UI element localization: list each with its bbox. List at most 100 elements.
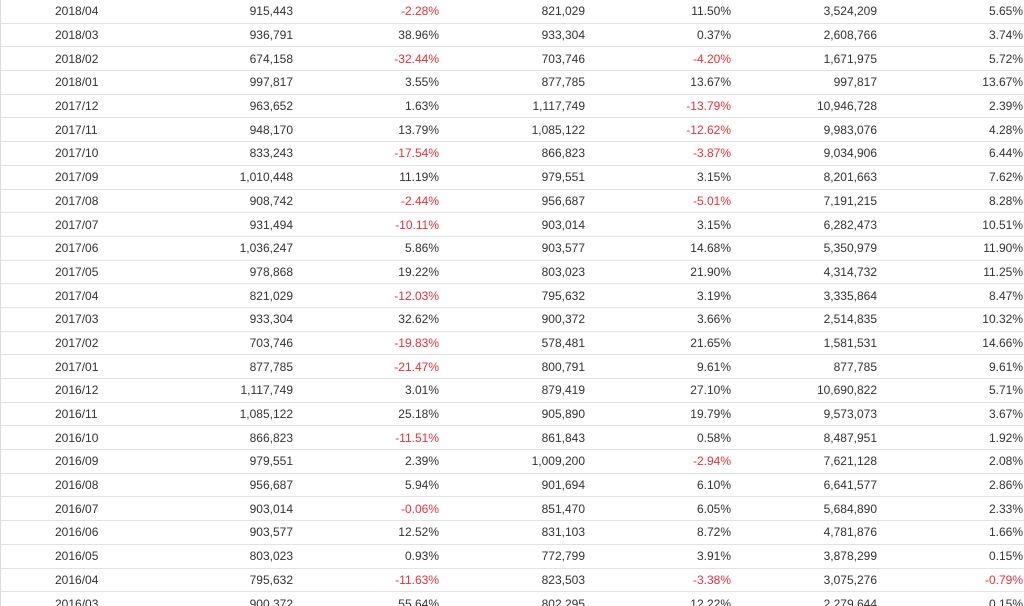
value-a-cell: 821,029 [147,283,293,308]
value-b-cell: 861,843 [439,425,585,451]
change-a-cell: -17.54% [293,141,439,166]
value-c-cell: 2,514,835 [731,307,877,332]
change-c-cell: 5.72% [877,46,1024,72]
change-c-cell: 10.51% [877,212,1024,237]
change-c-cell: 2.08% [877,449,1024,474]
month-cell: 2016/10 [1,425,147,451]
month-cell: 2017/03 [1,307,147,332]
change-c-cell: 10.32% [877,307,1024,332]
change-c-cell: 11.25% [877,260,1024,285]
change-b-cell: -2.94% [585,449,731,474]
change-c-cell: 8.28% [877,189,1024,214]
value-b-cell: 1,009,200 [439,449,585,474]
value-a-cell: 997,817 [147,70,293,95]
change-a-cell: 1.63% [293,94,439,119]
change-c-cell: 6.44% [877,141,1024,166]
change-a-cell: -2.44% [293,189,439,214]
change-a-cell: 3.01% [293,378,439,403]
value-c-cell: 5,684,890 [731,496,877,522]
value-c-cell: 6,641,577 [731,473,877,498]
change-a-cell: -10.11% [293,212,439,237]
value-a-cell: 948,170 [147,117,293,143]
table-row: 2016/03 900,372 55.64% 802,295 12.22% 2,279,6… [1,591,1024,606]
value-c-cell: 3,075,276 [731,568,877,593]
value-b-cell: 979,551 [439,165,585,190]
value-b-cell: 772,799 [439,544,585,569]
value-c-cell: 1,671,975 [731,46,877,72]
change-b-cell: 12.22% [585,591,731,606]
value-a-cell: 915,443 [147,0,293,24]
change-a-cell: -11.51% [293,425,439,451]
table-row: 2016/07 903,014 -0.06% 851,470 6.05% 5,684,89… [1,496,1024,522]
value-a-cell: 1,036,247 [147,236,293,261]
value-c-cell: 2,279,644 [731,591,877,606]
change-b-cell: 21.90% [585,260,731,285]
change-b-cell: 0.58% [585,425,731,451]
change-c-cell: 2.86% [877,473,1024,498]
table-row: 2016/11 1,085,122 25.18% 905,890 19.79% 9,573… [1,402,1024,427]
change-a-cell: -19.83% [293,331,439,356]
change-b-cell: 21.65% [585,331,731,356]
change-c-cell: 13.67% [877,70,1024,95]
value-c-cell: 10,690,822 [731,378,877,403]
change-b-cell: 3.19% [585,283,731,308]
table-row: 2018/01 997,817 3.55% 877,785 13.67% 997,817 1… [1,70,1024,95]
table-row: 2017/07 931,494 -10.11% 903,014 3.15% 6,282,4… [1,212,1024,237]
value-b-cell: 933,304 [439,23,585,48]
table-row: 2017/11 948,170 13.79% 1,085,122 -12.62% 9,98… [1,117,1024,143]
value-a-cell: 795,632 [147,568,293,593]
table-row: 2017/09 1,010,448 11.19% 979,551 3.15% 8,201,… [1,165,1024,190]
change-c-cell: 14.66% [877,331,1024,356]
table-row: 2016/06 903,577 12.52% 831,103 8.72% 4,781,87… [1,520,1024,545]
change-a-cell: 5.94% [293,473,439,498]
value-c-cell: 3,524,209 [731,0,877,24]
change-b-cell: 27.10% [585,378,731,403]
value-b-cell: 802,295 [439,591,585,606]
change-a-cell: 3.55% [293,70,439,95]
value-a-cell: 833,243 [147,141,293,166]
table-row: 2016/08 956,687 5.94% 901,694 6.10% 6,641,577… [1,473,1024,498]
month-cell: 2017/11 [1,117,147,143]
change-a-cell: 5.86% [293,236,439,261]
value-c-cell: 9,983,076 [731,117,877,143]
change-b-cell: 6.05% [585,496,731,522]
change-a-cell: 11.19% [293,165,439,190]
month-cell: 2017/07 [1,212,147,237]
value-a-cell: 908,742 [147,189,293,214]
value-c-cell: 877,785 [731,354,877,379]
table-row: 2017/03 933,304 32.62% 900,372 3.66% 2,514,83… [1,307,1024,332]
value-c-cell: 4,314,732 [731,260,877,285]
value-c-cell: 997,817 [731,70,877,95]
month-cell: 2016/09 [1,449,147,474]
month-cell: 2016/07 [1,496,147,522]
table-row: 2017/10 833,243 -17.54% 866,823 -3.87% 9,034,… [1,141,1024,166]
change-c-cell: 0.15% [877,591,1024,606]
value-b-cell: 851,470 [439,496,585,522]
change-b-cell: 13.67% [585,70,731,95]
change-a-cell: -11.63% [293,568,439,593]
change-c-cell: 1.92% [877,425,1024,451]
table-row: 2017/01 877,785 -21.47% 800,791 9.61% 877,785… [1,354,1024,379]
value-b-cell: 903,014 [439,212,585,237]
change-b-cell: 3.15% [585,165,731,190]
change-c-cell: 9.61% [877,354,1024,379]
value-a-cell: 1,085,122 [147,402,293,427]
change-b-cell: 8.72% [585,520,731,545]
month-cell: 2017/05 [1,260,147,285]
table-row: 2017/06 1,036,247 5.86% 903,577 14.68% 5,350,… [1,236,1024,261]
value-c-cell: 3,878,299 [731,544,877,569]
change-b-cell: 6.10% [585,473,731,498]
table-row: 2016/10 866,823 -11.51% 861,843 0.58% 8,487,9… [1,425,1024,451]
value-c-cell: 9,034,906 [731,141,877,166]
value-a-cell: 803,023 [147,544,293,569]
change-a-cell: 25.18% [293,402,439,427]
change-a-cell: -2.28% [293,0,439,24]
change-a-cell: 0.93% [293,544,439,569]
value-b-cell: 900,372 [439,307,585,332]
value-b-cell: 879,419 [439,378,585,403]
value-c-cell: 10,946,728 [731,94,877,119]
value-c-cell: 8,487,951 [731,425,877,451]
value-c-cell: 3,335,864 [731,283,877,308]
